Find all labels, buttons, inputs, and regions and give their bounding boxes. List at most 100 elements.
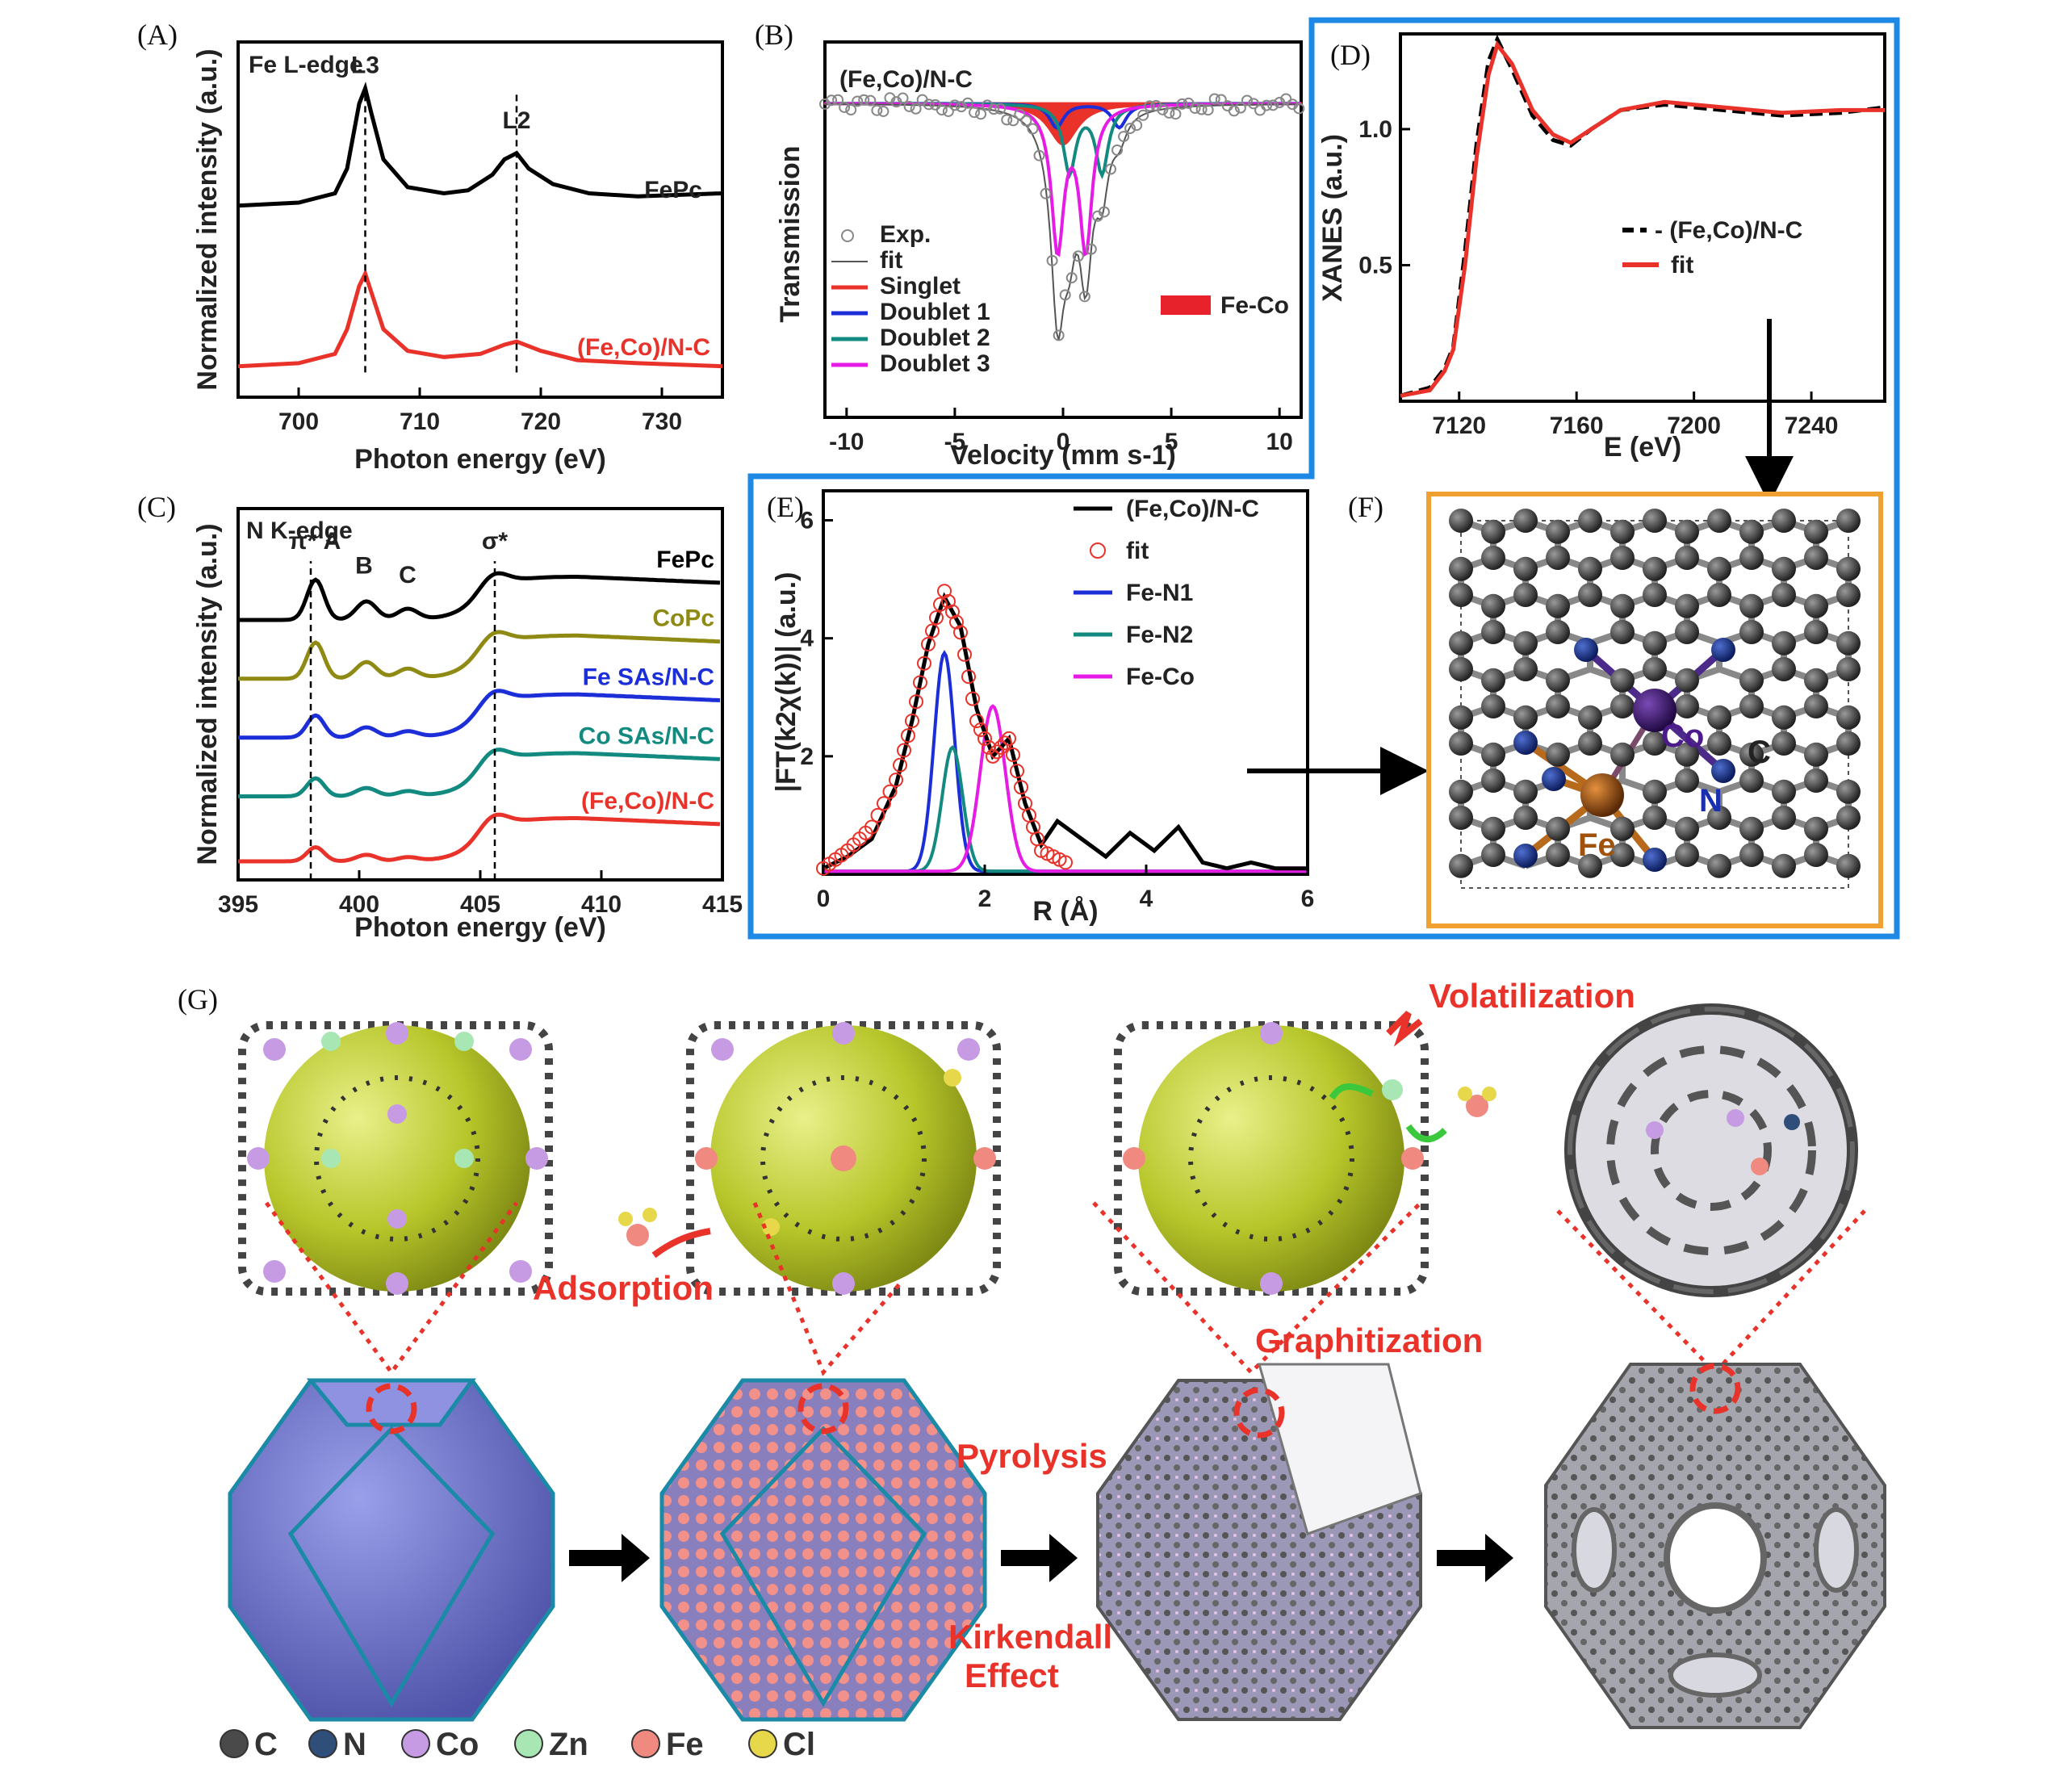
carbon-atom <box>1675 519 1699 544</box>
carbon-atom <box>1772 779 1796 804</box>
carbon-atom <box>1513 657 1538 681</box>
stage-arrow-3 <box>1437 1534 1513 1582</box>
exp-point <box>1267 99 1279 111</box>
fit-point <box>901 728 915 743</box>
exp-point <box>1234 102 1246 114</box>
panel-d: (D) 7120 7160 7200 7240 0.5 1.0 - (Fe,Co)/N-C… <box>1317 32 1886 463</box>
y-tick-label: 1.0 <box>1358 116 1392 143</box>
series-line <box>237 268 723 369</box>
carbon-atom <box>1836 657 1861 681</box>
fit-point <box>998 735 1012 751</box>
fit-point <box>961 669 976 685</box>
carbon-atom <box>1513 806 1538 830</box>
carbon-atom <box>1449 657 1473 681</box>
exp-point <box>1118 131 1130 143</box>
carbon-atom <box>1610 593 1635 618</box>
carbon-atom <box>1836 705 1861 730</box>
carbon-atom <box>1481 546 1505 570</box>
x-tick-label: 5 <box>1165 429 1178 455</box>
fit-point <box>957 647 972 662</box>
series-label: (Fe,Co)/N-C <box>577 334 710 361</box>
carbon-atom <box>1513 509 1538 533</box>
graphitization-label: Graphitization <box>1255 1321 1483 1359</box>
nitrogen-atom <box>1513 731 1538 755</box>
plot-frame-a <box>237 40 724 399</box>
x-tick-label: 0 <box>1057 429 1070 455</box>
peak-label: σ* <box>482 528 509 555</box>
peak-label: π* A <box>289 528 341 555</box>
legend-label: Doublet 3 <box>880 350 990 377</box>
legend-atom-swatch <box>631 1729 660 1758</box>
graphene-lattice <box>1449 509 1861 878</box>
carbon-atom <box>1546 668 1570 693</box>
exp-point <box>1007 115 1019 127</box>
peak-label: C <box>399 562 416 588</box>
legend-e: (Fe,Co)/N-C fit Fe-N1 Fe-N2 Fe-Co <box>1074 496 1259 690</box>
series-label: (Fe,Co)/N-C <box>581 788 714 815</box>
carbon-atom <box>1449 779 1473 804</box>
carbon-atom <box>1449 556 1473 581</box>
legend-label: Doublet 1 <box>880 299 990 325</box>
x-tick-label: 700 <box>278 408 319 435</box>
carbon-atom <box>1836 779 1861 804</box>
exp-point <box>1208 93 1220 105</box>
fit-point <box>941 594 956 609</box>
carbon-atom <box>1481 694 1505 718</box>
exp-point <box>910 103 922 115</box>
exp-point <box>858 94 870 106</box>
exp-point <box>839 101 851 113</box>
peak-label: B <box>355 553 373 580</box>
fit-point <box>1014 780 1028 795</box>
carbon-atom <box>1643 806 1667 830</box>
exp-point <box>903 100 915 112</box>
fit-point <box>905 714 919 728</box>
fit-point <box>1006 748 1020 763</box>
carbon-atom <box>1739 593 1764 618</box>
carbon-atom <box>1643 509 1667 533</box>
exp-point <box>1157 103 1169 115</box>
exp-point <box>1027 123 1039 135</box>
exp-point <box>994 103 1007 115</box>
carbon-atom <box>1707 556 1731 581</box>
carbon-atom <box>1481 519 1505 544</box>
atom-legend: C N Co Zn Fe Cl <box>220 1727 815 1762</box>
carbon-atom <box>1449 731 1473 756</box>
plot-frame-e <box>822 489 1309 876</box>
carbon-atom <box>1546 816 1570 841</box>
legend-label: fit <box>1126 538 1149 564</box>
effect-label: Effect <box>965 1656 1059 1694</box>
carbon-atom <box>1449 705 1473 730</box>
exp-point <box>1072 250 1084 262</box>
series-line <box>238 812 721 864</box>
carbon-atom <box>1804 519 1828 544</box>
carbon-atom <box>1513 779 1538 804</box>
carbon-atom <box>1707 583 1731 607</box>
y-tick-label: 4 <box>800 626 814 652</box>
exp-point <box>1131 119 1143 132</box>
exp-point <box>1059 289 1071 301</box>
x-tick-label: 10 <box>1266 429 1292 455</box>
chart-title-a: Fe L-edge <box>249 52 363 78</box>
exp-point <box>1065 272 1078 284</box>
nitrogen-atom <box>1574 638 1598 662</box>
legend-atom-swatch <box>514 1729 543 1758</box>
fit-point <box>994 739 1008 755</box>
carbon-atom <box>1449 853 1473 878</box>
stage-arrow-2 <box>1001 1534 1078 1582</box>
x-axis-label-e: R (Å) <box>1032 896 1098 927</box>
y-axis-label-b: Transmission <box>775 145 806 322</box>
fit-point <box>933 597 948 612</box>
fit-point <box>953 625 968 640</box>
x-tick-label: 7240 <box>1785 413 1839 439</box>
carbon-atom <box>1481 593 1505 618</box>
series-line <box>1400 34 1886 398</box>
carbon-atom <box>1804 694 1828 718</box>
exp-point <box>969 107 981 119</box>
carbon-atom <box>1707 853 1731 878</box>
series-line <box>238 748 721 798</box>
panel-f: (F) Co Fe N C <box>1348 491 1883 928</box>
panel-a: (A) Fe L-edge L3 L2 FePc (Fe,Co)/N-C 700 710… <box>137 19 724 475</box>
carbon-atom <box>1610 519 1635 544</box>
panel-label-b: (B) <box>755 19 793 51</box>
exp-point <box>948 99 961 111</box>
